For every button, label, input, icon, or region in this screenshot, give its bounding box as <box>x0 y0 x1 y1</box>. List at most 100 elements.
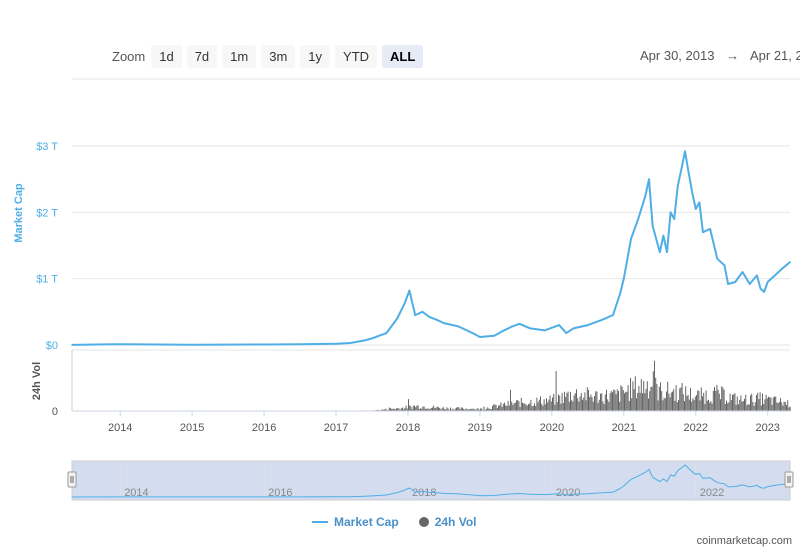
volume-bar <box>676 402 678 411</box>
market-cap-point <box>658 251 661 253</box>
zoom-ytd-button[interactable]: YTD <box>335 44 378 68</box>
volume-bar <box>538 399 540 411</box>
volume-bar <box>739 399 741 411</box>
zoom-1y-button[interactable]: 1y <box>300 44 331 68</box>
volume-bar <box>553 393 555 411</box>
volume-bar <box>759 392 761 411</box>
volume-bar <box>565 396 567 411</box>
market-cap-point <box>385 332 388 334</box>
volume-bar <box>542 405 544 411</box>
volume-bar <box>624 393 625 411</box>
volume-bar <box>434 407 436 411</box>
volume-bar <box>685 386 687 411</box>
y-axis: $0 $1 T $2 T $3 T Market Cap 24h Vol 0 <box>13 141 58 418</box>
volume-bar <box>394 409 396 411</box>
volume-bar <box>700 387 702 411</box>
volume-bar <box>447 408 449 411</box>
x-tick-label: 2023 <box>755 422 779 434</box>
volume-bar <box>540 396 541 411</box>
volume-bar <box>478 409 480 411</box>
volume-bar <box>552 397 553 411</box>
volume-bar <box>765 394 767 411</box>
volume-bar <box>421 408 423 411</box>
navigator[interactable]: 2014 2016 2018 2020 2022 <box>67 460 794 501</box>
market-cap-point <box>349 342 352 344</box>
volume-bar <box>409 405 411 411</box>
range-from-date[interactable]: Apr 30, 2013 <box>640 48 715 63</box>
volume-bar <box>558 394 559 411</box>
market-cap-point <box>676 185 679 187</box>
market-cap-point <box>630 238 632 240</box>
volume-bar <box>482 409 484 411</box>
volume-bar <box>375 409 377 411</box>
volume-bar <box>686 396 688 411</box>
volume-bar <box>381 409 383 411</box>
volume-bar <box>680 387 682 411</box>
volume-bar <box>385 408 387 411</box>
volume-bar <box>591 397 593 411</box>
volume-bar <box>420 408 421 411</box>
volume-bar <box>738 404 739 411</box>
zoom-all-button[interactable]: ALL <box>382 44 424 68</box>
source-credit[interactable]: coinmarketcap.com <box>696 535 792 547</box>
volume-bar <box>604 394 606 411</box>
volume-bar <box>426 408 427 411</box>
volume-bar <box>664 398 666 411</box>
volume-bar <box>423 406 425 411</box>
volume-bar <box>652 371 654 411</box>
volume-bar <box>678 399 679 411</box>
volume-bar <box>651 386 653 411</box>
volume-bar <box>490 409 492 411</box>
zoom-3m-button[interactable]: 3m <box>261 44 296 68</box>
volume-bar <box>772 397 774 411</box>
navigator-left-handle[interactable] <box>67 471 77 488</box>
line-swatch-icon <box>312 521 328 523</box>
volume-bar <box>462 407 463 411</box>
volume-bar <box>378 409 379 411</box>
navigator-selection <box>71 460 791 501</box>
volume-bar <box>470 408 472 411</box>
market-cap-point <box>612 314 614 316</box>
range-to-date[interactable]: Apr 21, 2 <box>749 48 800 63</box>
market-cap-point <box>759 287 762 290</box>
volume-bar <box>590 394 592 411</box>
volume-bar <box>524 403 526 411</box>
volume-bar <box>442 407 444 411</box>
market-cap-point <box>694 208 697 210</box>
navigator-right-handle[interactable] <box>784 471 794 488</box>
volume-bar <box>422 406 424 411</box>
volume-bar <box>471 408 473 411</box>
volume-bar <box>756 394 757 411</box>
zoom-7d-button[interactable]: 7d <box>186 44 218 68</box>
market-cap-point <box>529 327 532 330</box>
volume-bar <box>780 398 781 411</box>
volume-bar <box>727 403 729 411</box>
legend-item-market-cap[interactable]: Market Cap <box>312 515 399 529</box>
market-cap-point <box>112 343 114 346</box>
volume-bar <box>410 406 412 411</box>
volume-bar <box>600 393 601 411</box>
volume-bar <box>628 401 630 411</box>
volume-bar <box>669 397 671 411</box>
zoom-1m-button[interactable]: 1m <box>222 44 257 68</box>
zoom-1d-button[interactable]: 1d <box>151 44 182 68</box>
volume-bar <box>766 398 768 411</box>
market-cap-point <box>741 271 744 273</box>
market-cap-point <box>299 343 301 346</box>
volume-bar <box>661 391 663 411</box>
volume-bar <box>674 400 676 411</box>
market-cap-point <box>623 277 625 280</box>
navigator-tick-label: 2016 <box>268 487 292 499</box>
volume-bar <box>781 402 783 411</box>
volume-bar <box>778 401 780 411</box>
volume-bar <box>747 404 749 411</box>
volume-bar <box>640 378 642 411</box>
volume-bar <box>450 407 451 411</box>
legend-item-volume[interactable]: 24h Vol <box>418 515 476 529</box>
volume-bar <box>710 401 712 411</box>
vol-axis-title: 24h Vol <box>31 362 43 400</box>
market-cap-point <box>619 292 622 295</box>
volume-bar <box>386 409 388 411</box>
volume-bar <box>513 403 515 411</box>
market-cap-point <box>756 274 758 277</box>
